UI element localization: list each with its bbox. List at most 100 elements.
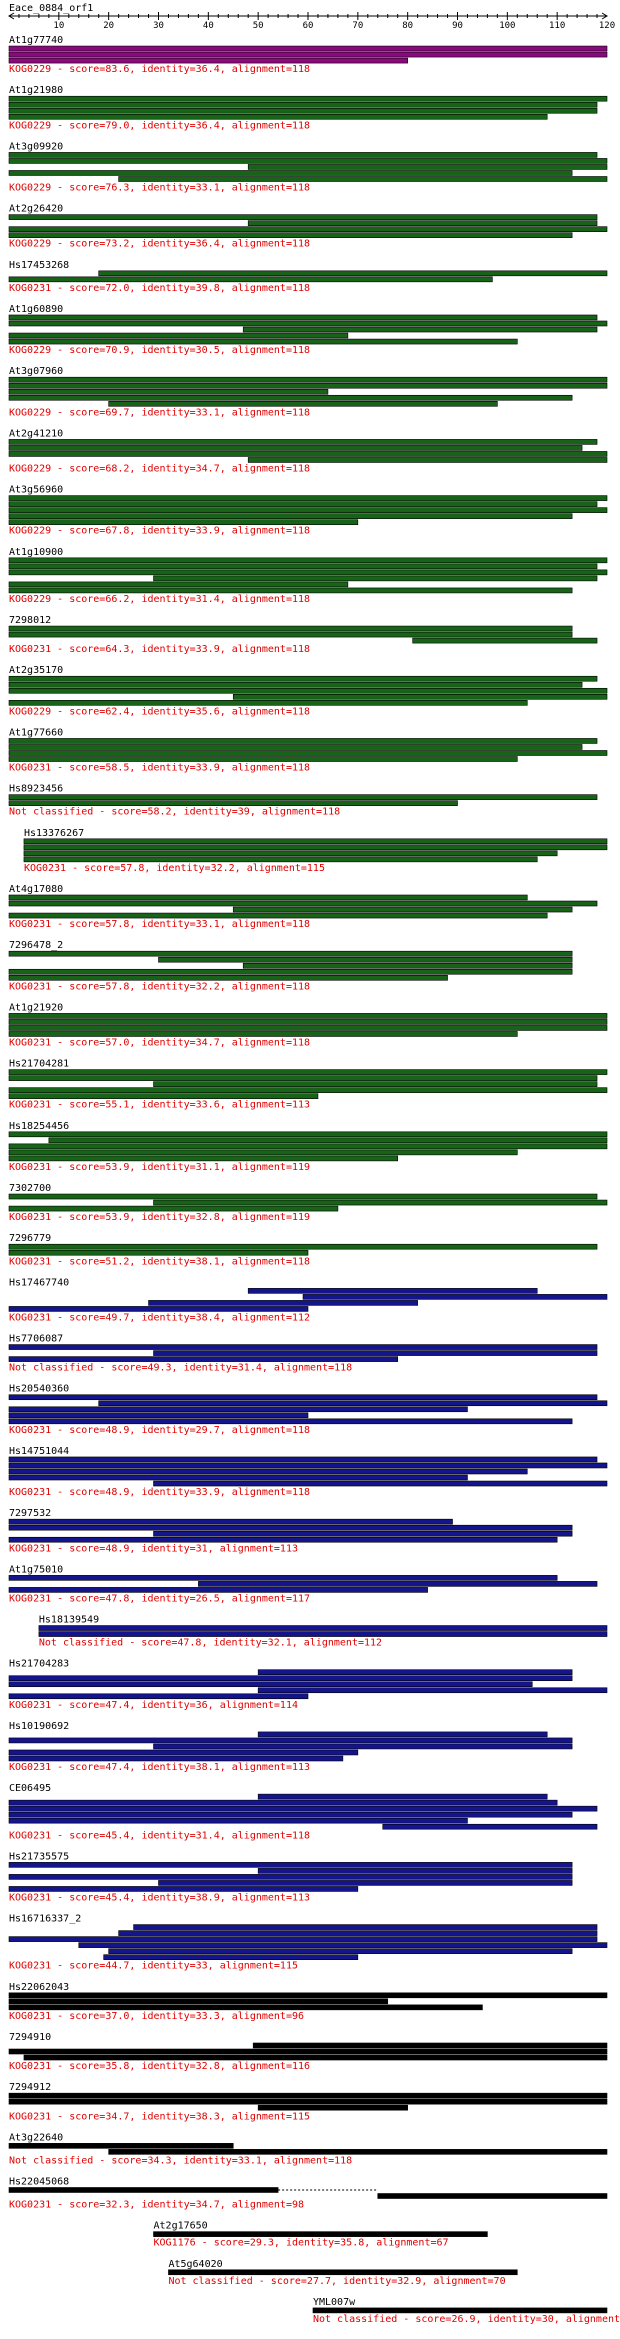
hit-annotation: KOG0231 - score=49.7, identity=38.4, ali… bbox=[9, 1312, 310, 1323]
hit-name[interactable]: At1g75010 bbox=[9, 1564, 63, 1575]
hit-block[interactable]: At2g35170 KOG0229 - score=62.4, identity=… bbox=[8, 665, 608, 717]
hit-block[interactable]: At3g56960 KOG0229 - score=67.8, identity=… bbox=[8, 485, 608, 537]
hit-name[interactable]: Hs21735575 bbox=[9, 1851, 69, 1862]
hit-name[interactable]: 7296478_2 bbox=[9, 940, 63, 951]
alignment-bar bbox=[153, 1480, 608, 1487]
hit-block[interactable]: Hs13376267 KOG0231 - score=57.8, identity… bbox=[23, 828, 608, 874]
alignment-bar bbox=[153, 2231, 488, 2237]
hit-name[interactable]: Hs18254456 bbox=[9, 1121, 69, 1132]
hit-name[interactable]: At2g26420 bbox=[9, 204, 63, 215]
hit-annotation: KOG0229 - score=68.2, identity=34.7, ali… bbox=[9, 464, 310, 475]
hit-block[interactable]: At5g64020 Not classified - score=27.7, id… bbox=[168, 2259, 518, 2287]
hit-name[interactable]: Hs17467740 bbox=[9, 1277, 69, 1288]
hit-annotation: KOG0231 - score=53.9, identity=32.8, ali… bbox=[9, 1212, 310, 1223]
hit-block[interactable]: Hs10190692 KOG0231 - score=47.4, identity… bbox=[8, 1721, 573, 1773]
hit-name[interactable]: 7294912 bbox=[9, 2082, 51, 2093]
hit-block[interactable]: At3g22640 Not classified - score=34.3, id… bbox=[8, 2132, 608, 2166]
hit-name[interactable]: At1g21920 bbox=[9, 1002, 63, 1013]
hit-name[interactable]: Hs18139549 bbox=[39, 1615, 99, 1626]
hit-name[interactable]: At2g17650 bbox=[154, 2221, 208, 2232]
hit-name[interactable]: At1g77660 bbox=[9, 727, 63, 738]
hit-block[interactable]: Hs21704283 KOG0231 - score=47.4, identity… bbox=[8, 1659, 608, 1711]
hit-block[interactable]: 7298012 KOG0231 - score=64.3, identity=33… bbox=[8, 615, 598, 655]
hit-name[interactable]: Hs10190692 bbox=[9, 1721, 69, 1732]
hit-name[interactable]: YML007w bbox=[313, 2297, 356, 2308]
hit-name[interactable]: 7298012 bbox=[9, 615, 51, 626]
hit-name[interactable]: At1g60890 bbox=[9, 304, 63, 315]
ruler-tick-label: 20 bbox=[103, 21, 114, 31]
hit-name[interactable]: At1g21980 bbox=[9, 85, 63, 96]
alignment-bar bbox=[8, 912, 548, 919]
hit-name[interactable]: Hs17453268 bbox=[9, 260, 69, 271]
hit-block[interactable]: Hs20540360 KOG0231 - score=48.9, identity… bbox=[8, 1384, 608, 1436]
hit-block[interactable]: Hs18254456 KOG0231 - score=53.9, identity… bbox=[8, 1121, 608, 1173]
hit-name[interactable]: Hs20540360 bbox=[9, 1384, 69, 1395]
hit-name[interactable]: At1g77740 bbox=[9, 35, 63, 46]
hit-name[interactable]: At4g17080 bbox=[9, 884, 63, 895]
hit-block[interactable]: Hs21704281 KOG0231 - score=55.1, identity… bbox=[8, 1059, 608, 1111]
hit-name[interactable]: At5g64020 bbox=[168, 2259, 222, 2270]
hit-name[interactable]: Hs8923456 bbox=[9, 784, 63, 795]
hit-block[interactable]: Hs17467740 KOG0231 - score=49.7, identity… bbox=[8, 1277, 608, 1323]
hit-name[interactable]: 7302700 bbox=[9, 1183, 51, 1194]
hit-name[interactable]: Hs7706087 bbox=[9, 1334, 63, 1345]
hit-name[interactable]: CE06495 bbox=[9, 1783, 51, 1794]
hit-name[interactable]: Hs13376267 bbox=[24, 828, 84, 839]
hit-block[interactable]: Hs16716337_2 KOG0231 - score=44.7, identi… bbox=[8, 1914, 608, 1972]
hit-name[interactable]: At3g22640 bbox=[9, 2132, 63, 2143]
hit-block[interactable]: At2g41210 KOG0229 - score=68.2, identity=… bbox=[8, 428, 608, 475]
hit-block[interactable]: At1g77660 KOG0231 - score=58.5, identity=… bbox=[8, 727, 608, 774]
alignment-bar bbox=[8, 1418, 573, 1425]
alignment-bar bbox=[8, 557, 608, 564]
hit-block[interactable]: At3g07960 KOG0229 - score=69.7, identity=… bbox=[8, 366, 608, 418]
hit-name[interactable]: At3g07960 bbox=[9, 366, 63, 377]
hit-block[interactable]: At1g77740 KOG0229 - score=83.6, identity=… bbox=[8, 35, 608, 75]
hit-name[interactable]: Hs21704283 bbox=[9, 1659, 69, 1670]
alignment-bar bbox=[8, 1412, 309, 1419]
hit-block[interactable]: 7302700 KOG0231 - score=53.9, identity=32… bbox=[8, 1183, 608, 1223]
hit-name[interactable]: At1g10900 bbox=[9, 547, 63, 558]
hit-name[interactable]: At2g41210 bbox=[9, 428, 63, 439]
hit-name[interactable]: 7294910 bbox=[9, 2032, 51, 2043]
hit-block[interactable]: Hs7706087 Not classified - score=49.3, id… bbox=[8, 1334, 598, 1374]
hit-name[interactable]: Hs16716337_2 bbox=[9, 1914, 81, 1925]
hit-block[interactable]: 7294912 KOG0231 - score=34.7, identity=38… bbox=[8, 2082, 608, 2122]
hit-name[interactable]: At3g56960 bbox=[9, 485, 63, 496]
alignment-bar bbox=[8, 1344, 598, 1350]
hit-name[interactable]: 7297532 bbox=[9, 1508, 51, 1519]
hit-block[interactable]: Hs8923456 Not classified - score=58.2, id… bbox=[8, 784, 598, 818]
hit-block[interactable]: At1g75010 KOG0231 - score=47.8, identity=… bbox=[8, 1564, 598, 1604]
hit-block[interactable]: At4g17080 KOG0231 - score=57.8, identity=… bbox=[8, 884, 598, 930]
hit-block[interactable]: 7296478_2 KOG0231 - score=57.8, identity=… bbox=[8, 940, 573, 992]
hit-block[interactable]: At2g26420 KOG0229 - score=73.2, identity=… bbox=[8, 204, 608, 250]
hit-block[interactable]: YML007w Not classified - score=26.9, iden… bbox=[312, 2297, 620, 2325]
alignment-bar bbox=[8, 101, 598, 108]
hit-block[interactable]: At2g17650 KOG1176 - score=29.3, identity=… bbox=[153, 2221, 488, 2249]
hit-block[interactable]: Hs21735575 KOG0231 - score=45.4, identity… bbox=[8, 1851, 573, 1903]
alignment-bar bbox=[8, 631, 573, 638]
hit-block[interactable]: CE06495 KOG0231 - score=45.4, identity=31… bbox=[8, 1783, 598, 1841]
hit-name[interactable]: Hs21704281 bbox=[9, 1059, 69, 1070]
alignment-bar bbox=[153, 1199, 608, 1206]
hit-block[interactable]: 7294910 KOG0231 - score=35.8, identity=32… bbox=[8, 2032, 608, 2072]
hit-block[interactable]: At1g21920 KOG0231 - score=57.0, identity=… bbox=[8, 1002, 608, 1049]
hit-block[interactable]: Hs17453268 KOG0231 - score=72.0, identity… bbox=[8, 260, 608, 294]
hit-block[interactable]: 7296779 KOG0231 - score=51.2, identity=38… bbox=[8, 1233, 598, 1267]
hit-name[interactable]: At3g09920 bbox=[9, 141, 63, 152]
hit-name[interactable]: Hs14751044 bbox=[9, 1446, 69, 1457]
hit-name[interactable]: At2g35170 bbox=[9, 665, 63, 676]
hit-block[interactable]: Hs22045068 KOG0231 - score=32.3, identity… bbox=[8, 2176, 608, 2211]
hit-block[interactable]: At1g60890 KOG0229 - score=70.9, identity=… bbox=[8, 304, 608, 356]
hit-name[interactable]: 7296779 bbox=[9, 1233, 51, 1244]
hit-name[interactable]: Hs22062043 bbox=[9, 1982, 69, 1993]
hit-block[interactable]: Hs22062043 KOG0231 - score=37.0, identity… bbox=[8, 1982, 608, 2022]
hit-block[interactable]: Hs18139549 Not classified - score=47.8, i… bbox=[38, 1615, 608, 1649]
hit-block[interactable]: At1g10900 KOG0229 - score=66.2, identity=… bbox=[8, 547, 608, 605]
alignment-bar bbox=[8, 894, 528, 901]
hit-block[interactable]: 7297532 KOG0231 - score=48.9, identity=31… bbox=[8, 1508, 573, 1554]
hit-block[interactable]: At1g21980 KOG0229 - score=79.0, identity=… bbox=[8, 85, 608, 131]
hit-name[interactable]: Hs22045068 bbox=[9, 2176, 69, 2187]
hit-block[interactable]: At3g09920 KOG0229 - score=76.3, identity=… bbox=[8, 141, 608, 194]
hit-block[interactable]: Hs14751044 KOG0231 - score=48.9, identity… bbox=[8, 1446, 608, 1498]
